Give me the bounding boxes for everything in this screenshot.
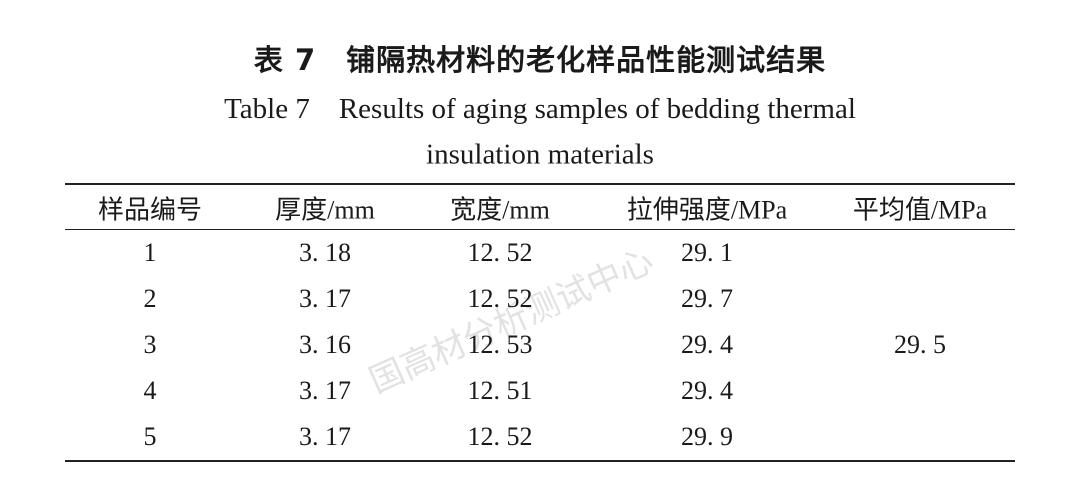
table-cell: 5 <box>143 422 157 451</box>
table-cell: 29. 4 <box>681 330 733 359</box>
column-header: 拉伸强度/MPa <box>626 195 788 225</box>
header-rule <box>65 229 1015 230</box>
bottom-rule <box>65 460 1015 462</box>
table-cell: 29. 4 <box>681 376 733 405</box>
column-header: 厚度/mm <box>275 195 375 225</box>
top-rule <box>65 183 1015 185</box>
table-cell: 1 <box>143 238 157 267</box>
average-cell: 29. 5 <box>894 330 946 359</box>
table-cell: 29. 7 <box>681 284 733 313</box>
table-cell: 3. 18 <box>299 238 351 267</box>
table-cell: 3. 17 <box>299 422 351 451</box>
table-cell: 2 <box>143 284 157 313</box>
table-cell: 12. 52 <box>467 284 533 313</box>
table-cell: 12. 52 <box>467 422 533 451</box>
table-cell: 12. 52 <box>467 238 533 267</box>
table-cell: 12. 53 <box>467 330 533 359</box>
table-cell: 3. 17 <box>299 376 351 405</box>
table-cell: 3. 17 <box>299 284 351 313</box>
column-header: 平均值/MPa <box>852 195 988 225</box>
table-cell: 29. 9 <box>681 422 733 451</box>
table-cell: 3 <box>143 330 157 359</box>
table-cell: 29. 1 <box>681 238 733 267</box>
column-header: 样品编号 <box>97 195 203 225</box>
title-en: insulation materials <box>426 138 654 171</box>
column-header: 宽度/mm <box>450 195 550 225</box>
table-cell: 3. 16 <box>299 330 351 359</box>
title-cn: 表 7 铺隔热材料的老化样品性能测试结果 <box>253 43 827 77</box>
table-cell: 4 <box>143 376 157 405</box>
title-en: Table 7 Results of aging samples of bedd… <box>224 93 856 125</box>
table-cell: 12. 51 <box>467 376 533 405</box>
